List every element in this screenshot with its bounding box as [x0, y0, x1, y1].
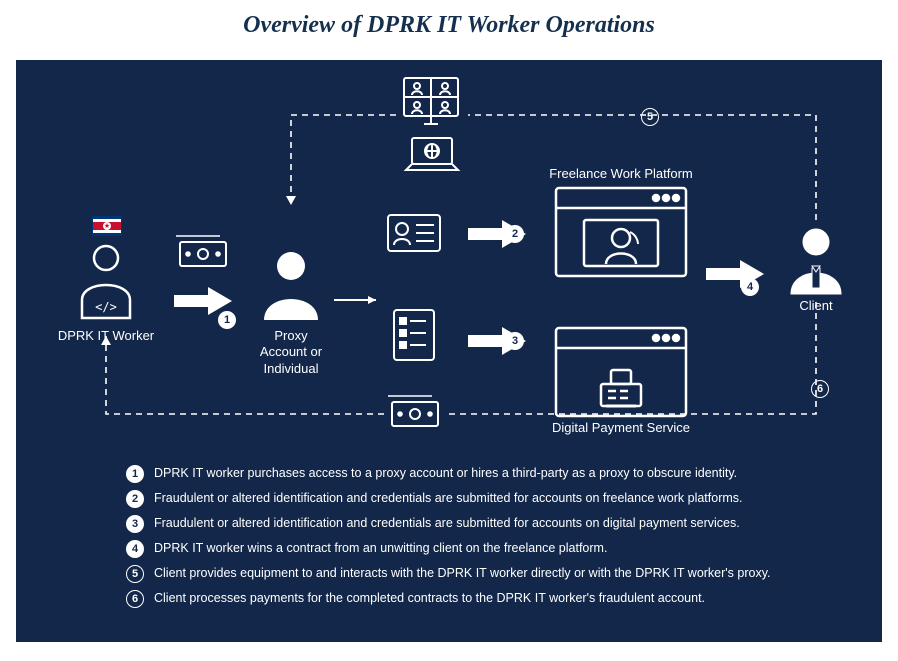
payment-label: Digital Payment Service: [521, 420, 721, 436]
legend-text-1: DPRK IT worker purchases access to a pro…: [154, 465, 806, 480]
proxy-icon: [264, 252, 318, 320]
diagram-canvas: </>: [16, 60, 882, 642]
legend-row-6: 6 Client processes payments for the compl…: [126, 590, 806, 608]
page-title-wrap: Overview of DPRK IT Worker Operations: [0, 0, 898, 45]
path-step6: [448, 302, 816, 414]
client-label: Client: [786, 298, 846, 314]
step-badge-3: 3: [506, 332, 524, 350]
page-title: Overview of DPRK IT Worker Operations: [0, 12, 898, 39]
legend-row-5: 5 Client provides equipment to and intera…: [126, 565, 806, 583]
legend-text-4: DPRK IT worker wins a contract from an u…: [154, 540, 806, 555]
legend-num-4: 4: [126, 540, 144, 558]
worker-icon: </>: [82, 246, 130, 318]
legend-row-1: 1 DPRK IT worker purchases access to a pr…: [126, 465, 806, 483]
legend: 1 DPRK IT worker purchases access to a pr…: [126, 458, 806, 615]
legend-row-3: 3 Fraudulent or altered identification an…: [126, 515, 806, 533]
legend-num-6: 6: [126, 590, 144, 608]
legend-text-2: Fraudulent or altered identification and…: [154, 490, 806, 505]
client-icon: [791, 229, 841, 294]
step-badge-6: 6: [811, 380, 829, 398]
freelance-label: Freelance Work Platform: [521, 166, 721, 182]
payment-window-icon: [556, 328, 686, 416]
step-badge-5: 5: [641, 108, 659, 126]
step-badge-1: 1: [218, 311, 236, 329]
cash-icon: [176, 236, 226, 266]
legend-row-4: 4 DPRK IT worker wins a contract from an …: [126, 540, 806, 558]
legend-num-5: 5: [126, 565, 144, 583]
legend-text-6: Client processes payments for the comple…: [154, 590, 806, 605]
svg-text:</>: </>: [95, 300, 117, 314]
legend-text-3: Fraudulent or altered identification and…: [154, 515, 806, 530]
legend-text-5: Client provides equipment to and interac…: [154, 565, 806, 580]
laptop-icon: [406, 138, 458, 170]
freelance-window-icon: [556, 188, 686, 276]
id-card-icon: [388, 215, 440, 251]
legend-row-2: 2 Fraudulent or altered identification an…: [126, 490, 806, 508]
flag-icon: ★: [92, 216, 122, 236]
page: Overview of DPRK IT Worker Operations </…: [0, 0, 898, 661]
worker-label: DPRK IT Worker: [46, 328, 166, 344]
cash-return-icon: [388, 396, 438, 426]
arrow-proxy-docs: [334, 296, 376, 304]
videoconf-icon: [404, 78, 458, 124]
step-badge-4: 4: [741, 278, 759, 296]
proxy-label: Proxy Account or Individual: [231, 328, 351, 377]
legend-num-3: 3: [126, 515, 144, 533]
legend-num-2: 2: [126, 490, 144, 508]
checklist-icon: [394, 310, 434, 360]
step-badge-2: 2: [506, 225, 524, 243]
legend-num-1: 1: [126, 465, 144, 483]
